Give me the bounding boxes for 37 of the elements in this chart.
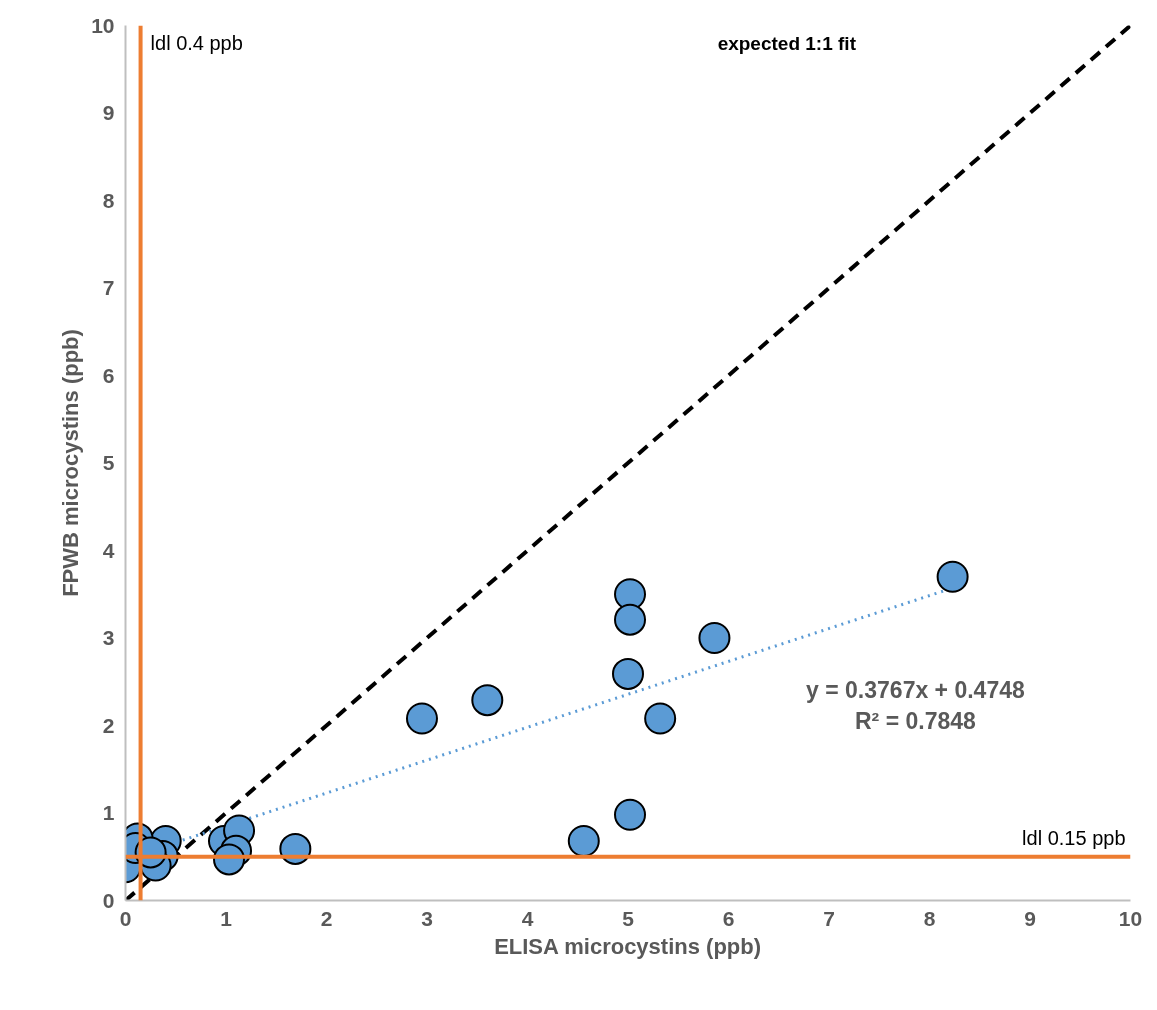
x-tick-label: 2	[320, 906, 333, 930]
y-axis-title: FPWB microcystins (ppb)	[58, 329, 84, 597]
x-tick-label: 8	[923, 906, 936, 930]
ref-line-label: ldl 0.15 ppb	[1022, 826, 1126, 849]
y-tick-label: 8	[102, 188, 115, 212]
y-tick-label: 5	[102, 451, 115, 474]
x-tick-label: 3	[421, 906, 433, 930]
point	[644, 702, 677, 735]
y-tick-label: 3	[102, 626, 115, 649]
x-tick-label: 5	[622, 906, 635, 930]
x-tick-label: 7	[823, 906, 835, 930]
point	[936, 560, 969, 593]
y-tick-label: 7	[102, 276, 115, 299]
annotation: y = 0.3767x + 0.4748 R² = 0.7848	[806, 676, 1025, 734]
x-tick-label: 4	[521, 906, 534, 930]
x-tick-label: 10	[1118, 906, 1143, 930]
y-tick-label: 6	[102, 363, 115, 387]
y-tick-label: 10	[91, 13, 115, 37]
x-tick-label: 1	[220, 906, 233, 930]
x-tick-label: 6	[722, 906, 735, 930]
y-tick-label: 1	[102, 801, 115, 824]
x-tick-label: 0	[119, 906, 132, 930]
x-axis-title: ELISA microcystins (ppb)	[494, 933, 762, 959]
y-tick-label: 2	[102, 713, 115, 737]
ref-line-label: ldl 0.4 ppb	[150, 31, 243, 54]
y-tick-label: 4	[102, 538, 115, 562]
annotation: expected 1:1 fit	[717, 33, 857, 55]
point	[567, 825, 600, 857]
y-tick-label: 0	[102, 888, 115, 912]
y-tick-label: 9	[102, 101, 115, 124]
point	[405, 702, 438, 735]
point	[612, 657, 644, 690]
point	[614, 603, 647, 636]
x-tick-label: 9	[1024, 906, 1036, 930]
point	[614, 798, 647, 831]
point	[471, 684, 504, 717]
point	[698, 622, 731, 654]
